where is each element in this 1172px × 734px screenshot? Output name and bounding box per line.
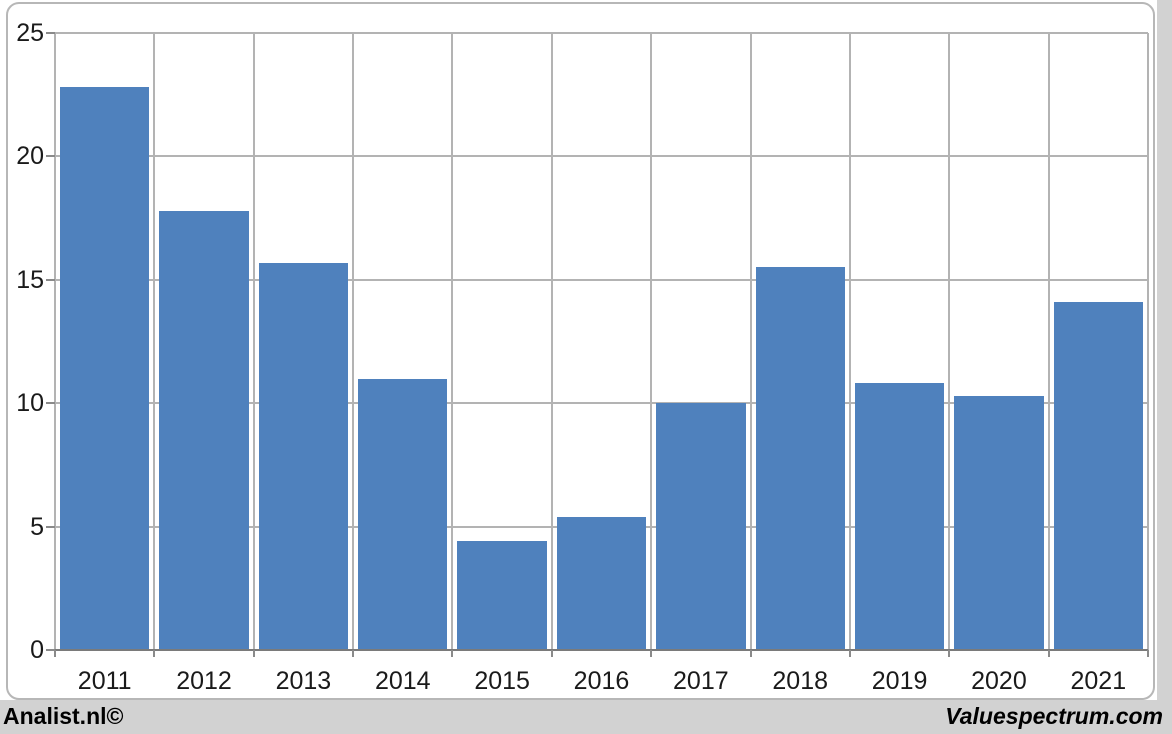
bar-2019 (854, 383, 945, 650)
y-axis-label: 25 (16, 19, 44, 47)
y-axis-tick (46, 402, 55, 405)
y-axis-label: 15 (16, 265, 44, 294)
x-axis-label: 2017 (673, 667, 729, 695)
x-axis-label: 2019 (871, 667, 928, 695)
background-strip-right (1157, 0, 1172, 734)
x-axis-tick (54, 650, 56, 657)
x-axis-tick (848, 650, 851, 657)
footer-bar (0, 700, 1172, 734)
vertical-gridline (1047, 33, 1050, 650)
x-axis-label: 2015 (474, 667, 530, 695)
x-axis-label: 2016 (573, 667, 630, 695)
bar-2017 (656, 403, 746, 650)
vertical-gridline (252, 33, 255, 650)
x-axis-tick (550, 650, 553, 657)
bar-2018 (755, 267, 845, 650)
bar-2011 (60, 87, 150, 650)
x-axis-tick (1047, 650, 1050, 657)
y-axis-label: 20 (16, 142, 44, 171)
bar-2015 (457, 541, 547, 650)
y-axis-label: 10 (16, 389, 44, 418)
x-axis-label: 2014 (374, 667, 431, 695)
x-axis-tick (650, 650, 653, 657)
x-axis-label: 2013 (275, 667, 332, 695)
y-axis-tick (46, 649, 55, 651)
horizontal-gridline (55, 155, 1148, 158)
x-axis-tick (153, 650, 156, 657)
y-axis-label: 5 (30, 512, 44, 541)
vertical-gridline (550, 33, 553, 650)
vertical-gridline (749, 33, 752, 650)
bar-2012 (159, 210, 249, 650)
footer-brand-left: Analist.nl© (3, 703, 124, 729)
y-axis-tick (46, 278, 55, 281)
x-axis-tick (451, 650, 454, 657)
footer-brand-right: Valuespectrum.com (945, 703, 1163, 729)
vertical-gridline (650, 33, 653, 650)
x-axis-label: 2020 (971, 667, 1027, 695)
x-axis-tick (252, 650, 255, 657)
y-axis-tick (46, 155, 55, 158)
x-axis-line (46, 649, 1148, 651)
y-axis-tick (46, 32, 55, 34)
horizontal-gridline (55, 402, 1148, 405)
x-axis-label: 2021 (1070, 667, 1127, 695)
x-axis-tick (749, 650, 752, 657)
vertical-gridline (948, 33, 951, 650)
y-axis-label: 0 (30, 636, 44, 664)
x-axis-label: 2011 (77, 667, 132, 695)
bar-2014 (358, 378, 448, 650)
x-axis-tick (948, 650, 951, 657)
bar-2013 (258, 262, 349, 650)
vertical-gridline (848, 33, 851, 650)
vertical-gridline (153, 33, 156, 650)
vertical-gridline (352, 33, 355, 650)
vertical-gridline (1147, 33, 1149, 650)
x-axis-tick (1147, 650, 1149, 657)
x-axis-label: 2012 (176, 667, 232, 695)
bar-2016 (556, 516, 647, 650)
x-axis-tick (352, 650, 355, 657)
vertical-gridline (451, 33, 454, 650)
bar-2020 (954, 395, 1044, 650)
vertical-gridline (54, 33, 56, 650)
y-axis-tick (46, 525, 55, 528)
x-axis-label: 2018 (772, 667, 829, 695)
horizontal-gridline (55, 278, 1148, 281)
bar-2021 (1053, 302, 1143, 650)
horizontal-gridline (55, 32, 1148, 34)
